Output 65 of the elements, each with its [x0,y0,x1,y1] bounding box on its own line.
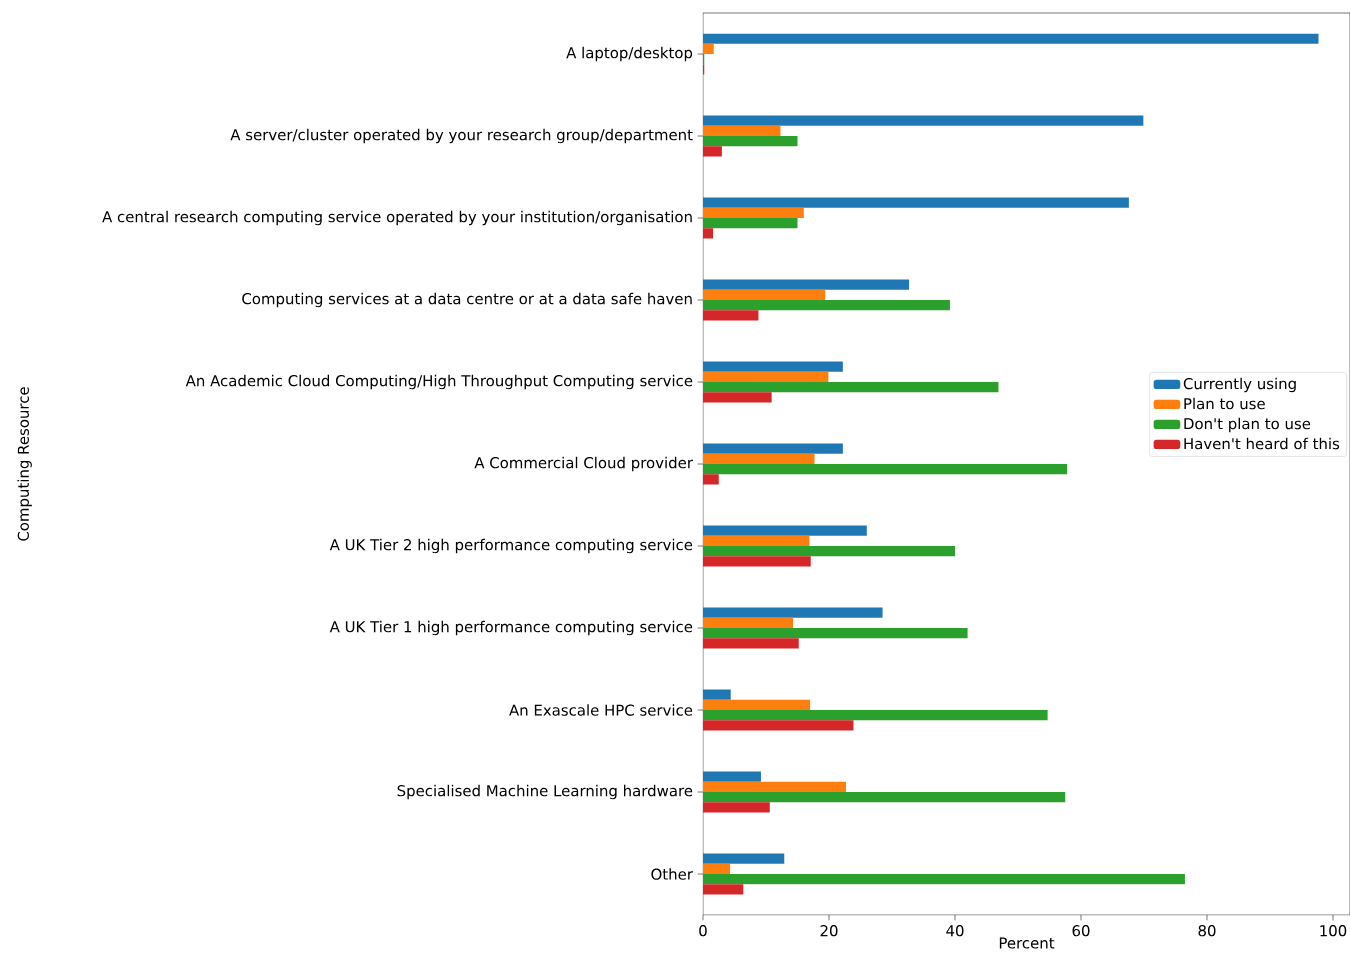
bar [703,474,719,485]
bar [703,638,799,649]
bar [703,136,798,147]
y-tick-label: A central research computing service operated by your institution/organisation [102,210,692,226]
bar [703,802,770,813]
bar [703,310,759,321]
bar [703,863,731,875]
bar [703,525,867,536]
x-axis-title: Percent [999,937,1055,949]
bar [703,464,1068,475]
y-tick-label: A laptop/desktop [566,46,693,62]
bar [703,289,826,301]
legend-label: Don't plan to use [1184,417,1311,433]
y-tick-label: A UK Tier 2 high performance computing service [329,538,693,554]
bar [703,689,731,700]
bar [703,33,1319,44]
bar [703,125,781,137]
bar [703,197,1129,208]
bar [703,146,722,157]
bar [703,382,999,393]
bar [703,771,761,782]
bar [703,874,1185,885]
bar [703,546,955,557]
bar [703,781,847,793]
y-tick-label: Computing services at a data centre or at a data safe haven [242,292,692,308]
bar [703,556,811,567]
bar [703,392,772,403]
bar [703,279,910,290]
bar [703,371,829,383]
y-tick-label: A Commercial Cloud provider [474,456,693,472]
bar [703,710,1048,721]
bar [703,115,1144,126]
bar [703,535,810,547]
y-axis-title: Computing Resource [17,387,32,541]
y-tick-label: Other [651,868,693,880]
legend-label: Plan to use [1184,397,1265,410]
bar [703,699,811,711]
bar [703,720,854,731]
y-tick-label: An Academic Cloud Computing/High Throughput Computing service [185,374,693,390]
bar [703,607,883,618]
bar [703,884,744,895]
bar [703,792,1066,803]
y-tick-label: A UK Tier 1 high performance computing service [329,620,693,636]
y-tick-label: An Exascale HPC service [509,704,693,716]
bar [703,218,798,229]
bar [703,361,843,372]
x-tick-label: 60 [1072,925,1090,937]
bar [703,617,794,629]
x-tick-label: 20 [820,925,838,937]
bar [703,853,785,864]
x-tick-label: 40 [946,925,964,937]
x-tick-label: 0 [699,925,707,937]
bar [703,628,968,639]
bar [703,207,804,219]
x-tick-label: 100 [1320,925,1347,937]
bar [703,228,714,239]
legend-label: Currently using [1183,377,1296,393]
x-tick-label: 80 [1198,925,1216,937]
y-tick-label: Specialised Machine Learning hardware [397,784,693,800]
bar [703,443,843,454]
legend-label: Haven't heard of this [1184,437,1340,450]
bar [703,43,714,54]
bar [703,453,815,465]
y-tick-label: A server/cluster operated by your research group/department [230,128,693,144]
bar [703,300,950,311]
